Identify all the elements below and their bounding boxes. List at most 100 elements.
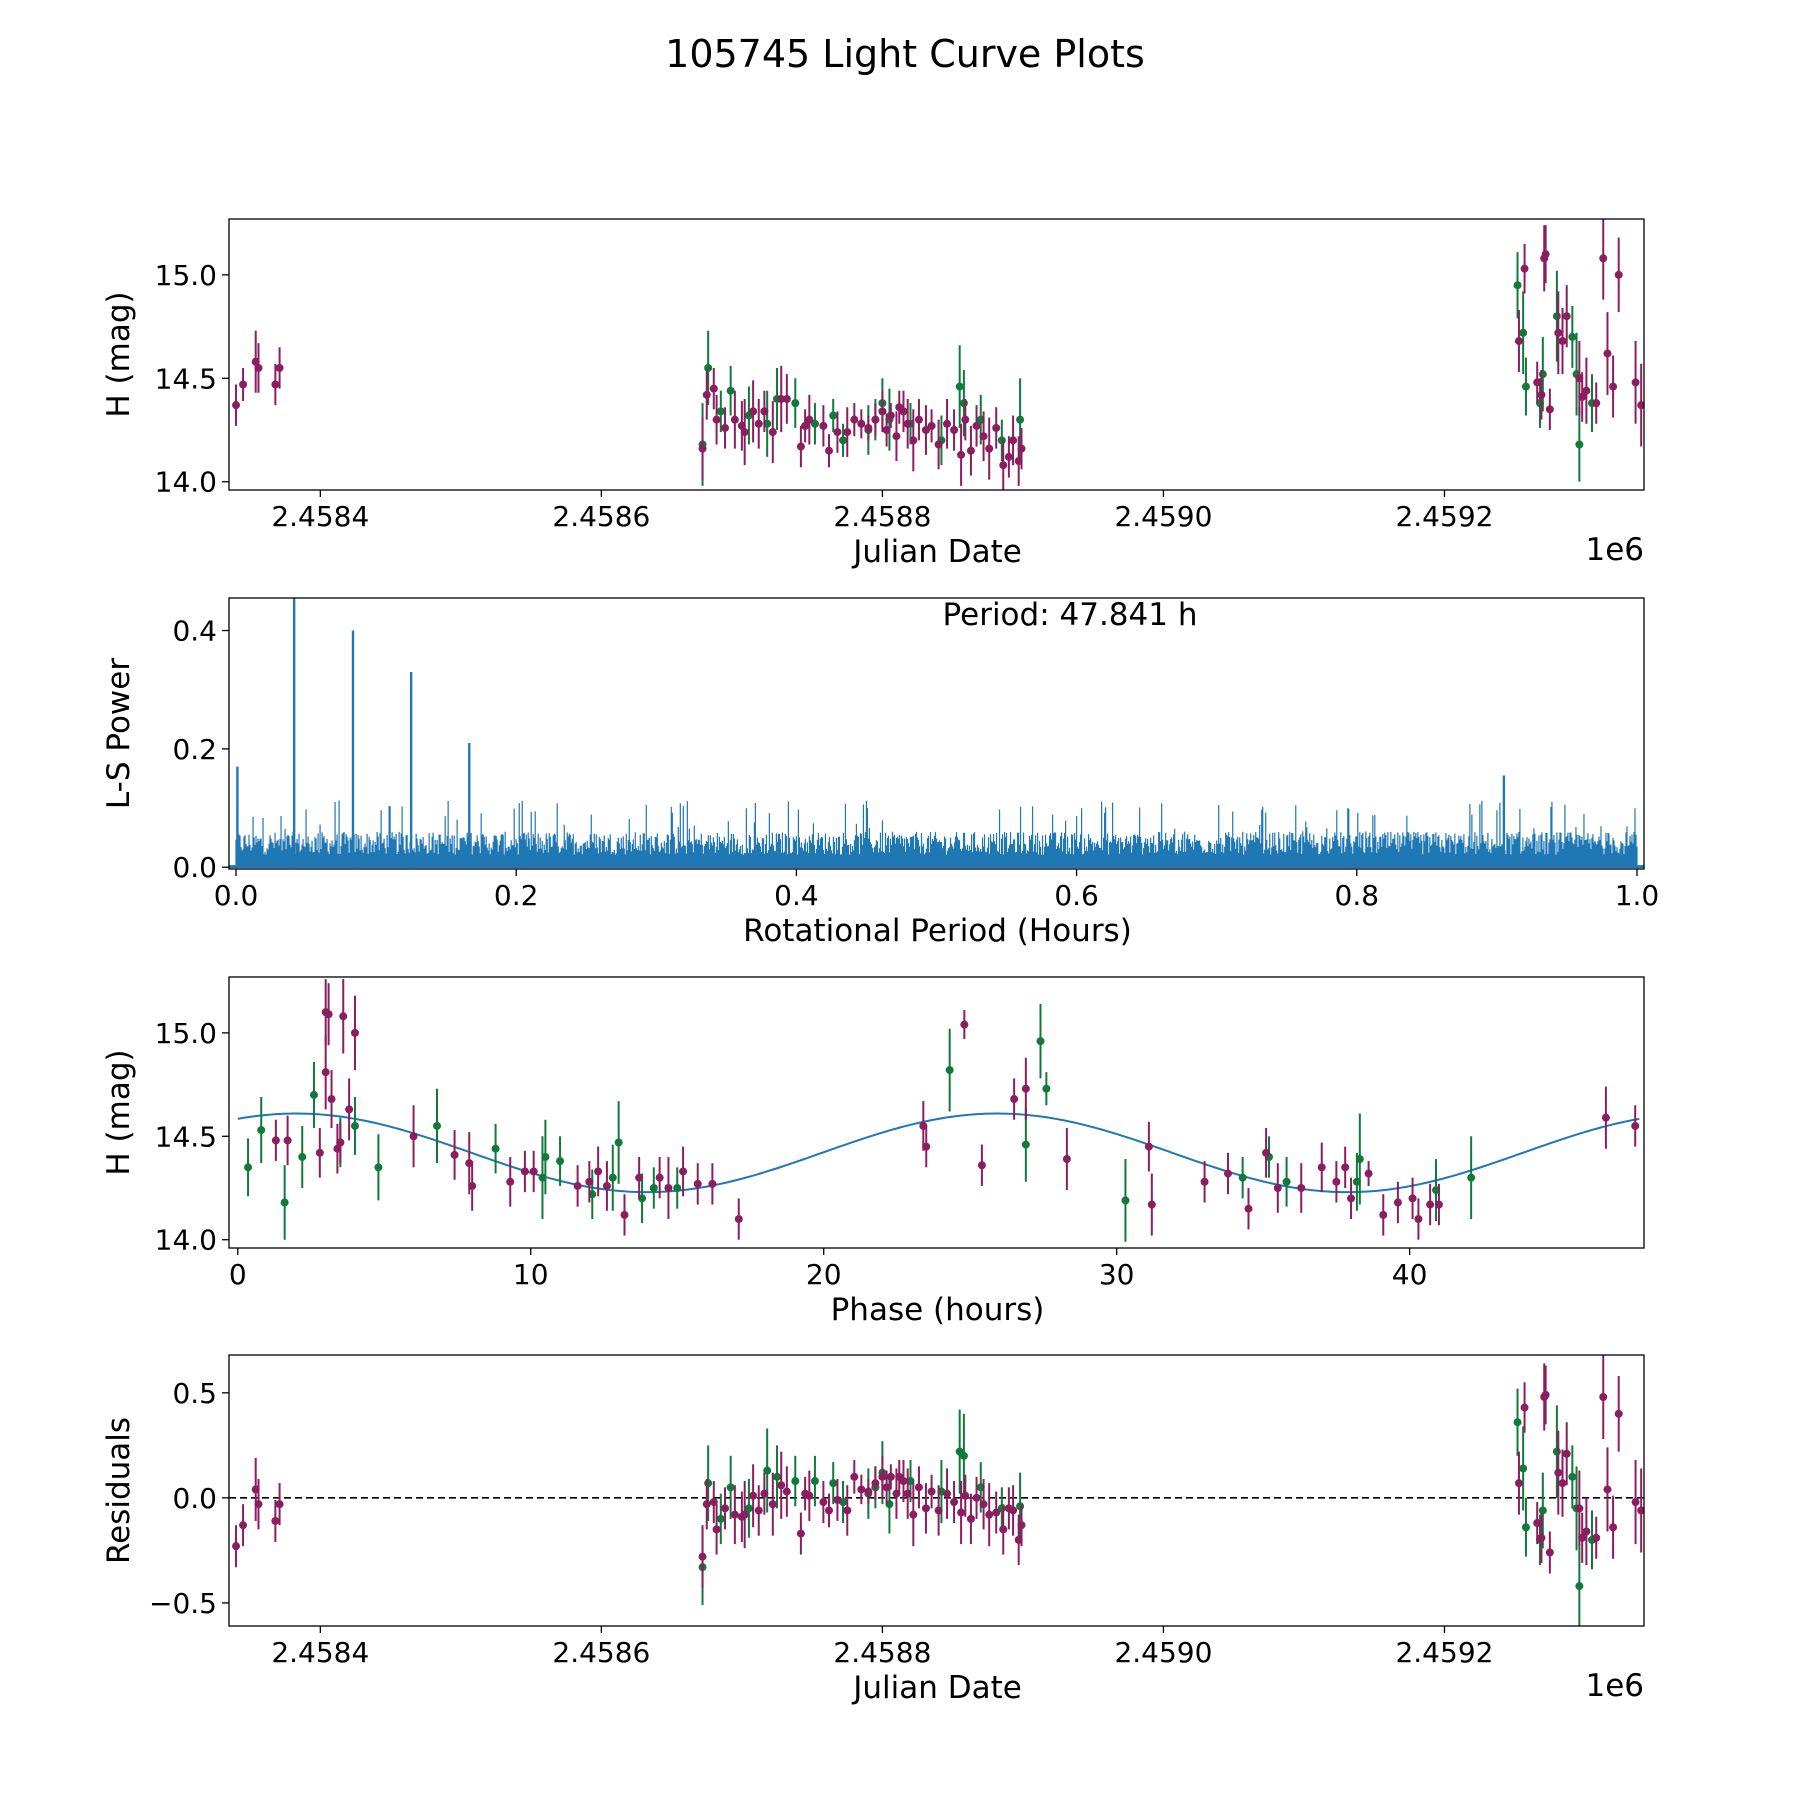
residuals-data-point xyxy=(709,1498,718,1507)
lightcurve-ylabel: H (mag) xyxy=(101,291,137,417)
lightcurve-data-point xyxy=(1521,382,1530,391)
phased-data-point xyxy=(520,1167,529,1176)
phased-data-point xyxy=(1021,1084,1030,1093)
residuals-frame xyxy=(228,1354,1645,1627)
residuals-data-point xyxy=(239,1521,248,1530)
residuals-data-point xyxy=(914,1483,923,1492)
phased-xlabel: Phase (hours) xyxy=(831,1292,1045,1328)
residuals-data-point xyxy=(1637,1506,1644,1515)
lightcurve-data-point xyxy=(1520,264,1529,273)
lightcurve-data-point xyxy=(749,407,758,416)
residuals-data-point xyxy=(959,1451,968,1460)
residuals-ytick-label: −0.5 xyxy=(149,1587,217,1620)
residuals-data-point xyxy=(796,1529,805,1538)
phased-xtick-label: 40 xyxy=(1392,1258,1428,1291)
lightcurve-data-point xyxy=(1614,270,1623,279)
residuals-data-point xyxy=(957,1508,966,1517)
lightcurve-data-point xyxy=(1016,415,1025,424)
phased-data-point xyxy=(309,1090,318,1099)
phased-data-point xyxy=(585,1177,594,1186)
lightcurve-data-point xyxy=(730,415,739,424)
phased-data-point xyxy=(1317,1163,1326,1172)
phased-data-point xyxy=(1144,1142,1153,1151)
residuals-data-point xyxy=(1614,1409,1623,1418)
phased-data-point xyxy=(1347,1194,1356,1203)
lightcurve-data-point xyxy=(1631,378,1640,387)
phased-data-point xyxy=(594,1167,603,1176)
lightcurve-data-point xyxy=(882,426,891,435)
lightcurve-data-point xyxy=(777,394,786,403)
residuals-data-point xyxy=(777,1481,786,1490)
phased-data-point xyxy=(1244,1204,1253,1213)
lightcurve-xtick-label: 2.4592 xyxy=(1395,500,1493,533)
lightcurve-ytick-label: 15.0 xyxy=(155,259,217,292)
residuals-data-point xyxy=(972,1493,981,1502)
residuals-xtick-label: 2.4584 xyxy=(271,1636,369,1669)
residuals-data-point xyxy=(864,1487,873,1496)
periodogram-ytick-label: 0.2 xyxy=(172,733,217,766)
phased-data-point xyxy=(1393,1198,1402,1207)
residuals-data-point xyxy=(275,1500,284,1509)
lightcurve-data-point xyxy=(857,419,866,428)
lightcurve-data-point xyxy=(1545,405,1554,414)
lightcurve-xtick-label: 2.4586 xyxy=(552,500,650,533)
lightcurve-data-point xyxy=(1519,328,1528,337)
lightcurve-data-point xyxy=(843,428,852,437)
residuals-data-point xyxy=(825,1506,834,1515)
residuals-data-point xyxy=(1538,1506,1547,1515)
phased-axes: 0 10 20 30 40 14.0 14.5 15.0 Phase (hours) H (mag… xyxy=(101,976,1645,1328)
phased-data-point xyxy=(635,1173,644,1182)
lightcurve-offset-label: 1e6 xyxy=(1585,532,1644,568)
lightcurve-data-point xyxy=(1592,399,1601,408)
phased-plot-area xyxy=(237,979,1640,1242)
periodogram-ylabel: L-S Power xyxy=(101,658,137,809)
phased-data-point xyxy=(655,1173,664,1182)
residuals-data-point xyxy=(1545,1548,1554,1557)
lightcurve-data-point xyxy=(1609,382,1618,391)
residuals-data-point xyxy=(1575,1504,1584,1513)
residuals-ylabel: Residuals xyxy=(101,1417,137,1564)
residuals-data-point xyxy=(985,1510,994,1519)
lightcurve-data-point xyxy=(892,432,901,441)
lightcurve-data-point xyxy=(1537,390,1546,399)
residuals-data-point xyxy=(903,1489,912,1498)
residuals-data-point xyxy=(819,1498,828,1507)
residuals-data-point xyxy=(882,1483,891,1492)
lightcurve-data-point xyxy=(698,444,707,453)
lightcurve-data-point xyxy=(740,428,749,437)
phased-data-point xyxy=(1414,1215,1423,1224)
residuals-data-point xyxy=(950,1498,959,1507)
lightcurve-data-point xyxy=(921,426,930,435)
phased-data-point xyxy=(450,1150,459,1159)
lightcurve-data-point xyxy=(1554,328,1563,337)
residuals-data-point xyxy=(1541,1390,1550,1399)
residuals-data-point xyxy=(943,1489,952,1498)
residuals-data-point xyxy=(1582,1527,1591,1536)
lightcurve-data-point xyxy=(709,384,718,393)
lightcurve-data-point xyxy=(726,386,735,395)
residuals-xtick-label: 2.4590 xyxy=(1114,1636,1212,1669)
lightcurve-data-point xyxy=(997,436,1006,445)
residuals-data-point xyxy=(721,1504,730,1513)
residuals-data-point xyxy=(909,1510,918,1519)
phased-ytick-label: 14.0 xyxy=(155,1224,217,1257)
residuals-data-point xyxy=(1533,1519,1542,1528)
periodogram-xtick-label: 1.0 xyxy=(1615,879,1660,912)
phased-data-point xyxy=(336,1138,345,1147)
lightcurve-data-point xyxy=(791,399,800,408)
lightcurve-data-point xyxy=(825,446,834,455)
lightcurve-data-point xyxy=(1017,444,1026,453)
phased-data-point xyxy=(1332,1177,1341,1186)
periodogram-ytick-label: 0.4 xyxy=(172,615,217,648)
periodogram-xtick-label: 0.6 xyxy=(1054,879,1099,912)
residuals-series-green xyxy=(698,1388,1597,1626)
lightcurve-frame xyxy=(228,218,1645,491)
residuals-data-point xyxy=(878,1472,887,1481)
residuals-data-point xyxy=(1599,1393,1608,1402)
lightcurve-data-point xyxy=(819,421,828,430)
phased-data-point xyxy=(1042,1084,1051,1093)
lightcurve-data-point xyxy=(702,390,711,399)
phased-data-point xyxy=(620,1210,629,1219)
lightcurve-axes: 2.4584 2.4586 2.4588 2.4590 2.4592 14.0 14.5 15… xyxy=(101,218,1645,570)
